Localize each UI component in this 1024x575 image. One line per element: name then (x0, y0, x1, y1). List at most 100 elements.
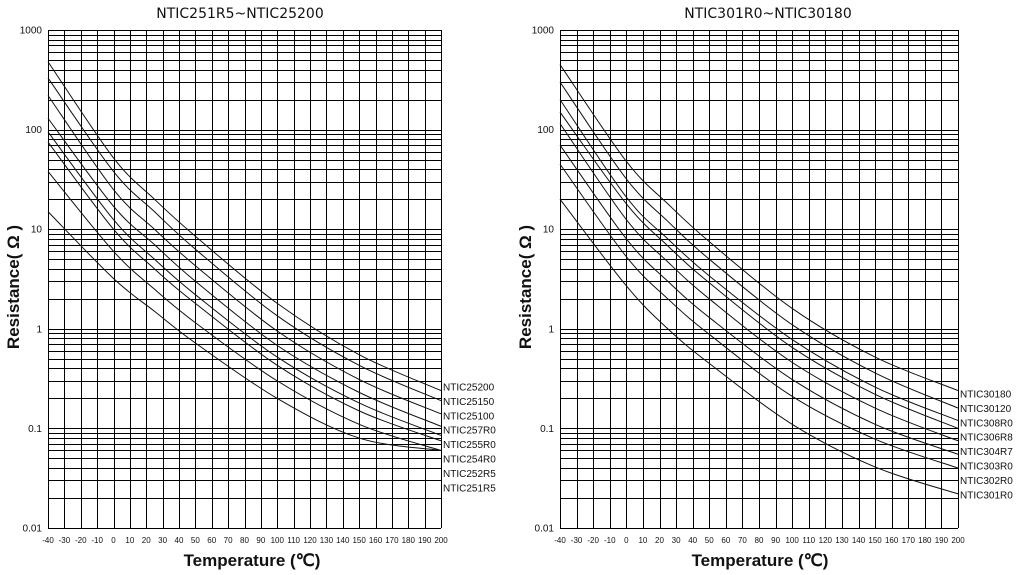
left-legend-label: NTIC25150 (443, 397, 495, 408)
right-x-tick-label: 60 (721, 536, 730, 545)
left-x-tick-label: 90 (256, 536, 265, 545)
right-x-tick-label: 10 (638, 536, 647, 545)
left-x-tick-label: 160 (369, 536, 383, 545)
right-legend-label: NTIC301R0 (960, 490, 1013, 501)
right-series-line-ntic306r8 (559, 111, 959, 429)
right-x-tick-label: 190 (935, 536, 949, 545)
right-x-tick-label: 50 (705, 536, 714, 545)
left-legend-label: NTIC25100 (443, 411, 495, 422)
right-series-line-ntic303r0 (559, 144, 959, 455)
left-x-tick-label: 50 (191, 536, 200, 545)
left-legend-label: NTIC252R5 (443, 469, 496, 480)
right-x-tick-label: 90 (771, 536, 780, 545)
right-x-tick-label: 170 (902, 536, 916, 545)
left-legend-label: NTIC257R0 (443, 426, 496, 437)
right-x-tick-label: 110 (802, 536, 815, 545)
right-x-axis-label: Temperature (℃) (692, 551, 829, 570)
left-x-tick-label: 200 (434, 536, 448, 545)
left-x-tick-label: 30 (158, 536, 167, 545)
left-x-tick-label: 100 (271, 536, 285, 545)
right-x-tick-label: -30 (571, 536, 583, 545)
left-legend-label: NTIC255R0 (443, 440, 496, 451)
left-x-tick-label: -40 (42, 536, 54, 545)
right-legend-label: NTIC306R8 (960, 433, 1013, 444)
right-series-line-ntic304r7 (559, 123, 959, 442)
right-series-line-ntic301r0 (559, 198, 959, 495)
right-x-tick-label: 200 (951, 536, 965, 545)
left-x-tick-label: 140 (336, 536, 350, 545)
left-x-tick-label: 20 (142, 536, 151, 545)
right-legend: NTIC30180 NTIC30120 NTIC308R0 NTIC306R8 NTIC… (960, 390, 1013, 502)
right-legend-label: NTIC302R0 (960, 476, 1013, 487)
right-y-tick-label: 0.1 (540, 424, 554, 435)
right-legend-label: NTIC304R7 (960, 447, 1013, 458)
chart-right-svg: NTIC301R0~NTIC301800.010.11101001000-40-… (516, 6, 1013, 570)
right-x-tick-label: 180 (918, 536, 932, 545)
left-series-line-ntic251r5 (47, 211, 442, 451)
chart-left-svg: NTIC251R5~NTIC252000.010.11101001000-40-… (4, 6, 496, 570)
left-series-line-ntic255r0 (47, 131, 442, 436)
left-x-tick-label: 40 (175, 536, 184, 545)
right-x-tick-label: 160 (885, 536, 899, 545)
right-y-tick-label: 0.01 (535, 524, 555, 535)
left-series-line-ntic25100 (47, 95, 442, 415)
right-x-tick-label: -40 (554, 536, 566, 545)
left-y-tick-label: 100 (25, 125, 42, 136)
right-x-tick-label: 150 (868, 536, 882, 545)
left-x-axis-label: Temperature (℃) (184, 551, 321, 570)
left-grid (48, 30, 442, 529)
left-x-tick-label: 130 (320, 536, 334, 545)
right-y-tick-label: 10 (543, 225, 555, 236)
left-series-line-ntic25150 (47, 77, 442, 402)
right-x-tick-label: 130 (835, 536, 849, 545)
left-legend-label: NTIC25200 (443, 383, 495, 394)
right-x-tick-label: 30 (672, 536, 681, 545)
right-x-tick-label: -20 (587, 536, 599, 545)
right-grid (560, 30, 959, 529)
right-x-tick-label: 120 (819, 536, 833, 545)
left-chart-title: NTIC251R5~NTIC25200 (156, 6, 323, 22)
left-y-tick-label: 0.1 (28, 424, 42, 435)
right-x-tick-label: 140 (852, 536, 866, 545)
left-x-tick-label: 0 (111, 536, 116, 545)
left-series-line-ntic257r0 (47, 117, 442, 427)
right-series-line-ntic302r0 (559, 163, 959, 469)
right-y-tick-label: 1 (548, 324, 554, 335)
right-x-tick-label: 0 (624, 536, 629, 545)
left-series-group (47, 61, 442, 451)
chart-right: NTIC301R0~NTIC30180 0.01 0.1 1 10 100 1000 -40-… (512, 0, 1024, 575)
left-x-tick-label: 120 (303, 536, 317, 545)
right-chart-title: NTIC301R0~NTIC30180 (684, 6, 851, 22)
left-x-tick-label: 190 (418, 536, 432, 545)
left-legend: NTIC25200 NTIC25150 NTIC25100 NTIC257R0 NTIC… (443, 383, 496, 495)
left-x-tick-label: 110 (287, 536, 300, 545)
left-y-tick-label: 0.01 (23, 524, 43, 535)
right-legend-label: NTIC30120 (960, 404, 1012, 415)
right-series-line-ntic308r0 (559, 99, 959, 421)
left-y-axis-label: Resistance( Ω ) (4, 225, 23, 349)
left-legend-label: NTIC251R5 (443, 483, 496, 494)
left-y-tick-label: 10 (31, 225, 43, 236)
left-x-tick-label: 150 (352, 536, 366, 545)
left-series-line-ntic252r5 (47, 171, 442, 451)
left-legend-label: NTIC254R0 (443, 455, 496, 466)
right-x-tick-label: 70 (738, 536, 747, 545)
right-y-tick-label: 100 (537, 125, 554, 136)
right-y-tick-label: 1000 (532, 26, 555, 37)
left-x-tick-label: 80 (240, 536, 249, 545)
right-y-axis-label: Resistance( Ω ) (516, 225, 535, 349)
left-x-tick-label: -20 (75, 536, 87, 545)
right-x-tick-label: -10 (604, 536, 616, 545)
right-legend-label: NTIC303R0 (960, 462, 1013, 473)
right-legend-label: NTIC308R0 (960, 418, 1013, 429)
left-x-tick-label: 60 (207, 536, 216, 545)
right-series-line-ntic30120 (559, 81, 959, 409)
left-x-tick-label: 170 (385, 536, 399, 545)
left-x-tick-label: 70 (224, 536, 233, 545)
left-y-tick-label: 1 (36, 324, 42, 335)
left-x-tick-label: -10 (91, 536, 103, 545)
right-x-tick-label: 80 (755, 536, 764, 545)
chart-left: NTIC251R5~NTIC25200 0.01 0.1 1 10 100 1000 -40-… (4, 6, 496, 570)
right-x-tick-label: 40 (688, 536, 697, 545)
left-x-tick-label: 180 (402, 536, 416, 545)
